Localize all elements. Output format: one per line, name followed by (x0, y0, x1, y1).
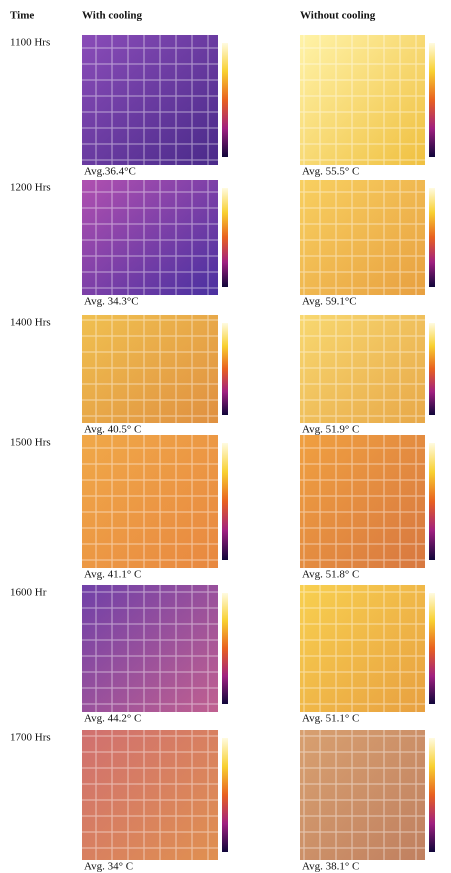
colorbar-box (218, 35, 240, 165)
colorbar (222, 738, 228, 852)
colorbar-box (425, 585, 447, 712)
header-with: With cooling (82, 10, 143, 22)
panel-cells (300, 585, 425, 712)
panel-cells (300, 35, 425, 165)
panel-cells (300, 730, 425, 860)
panel-cells (82, 315, 218, 423)
time-label: 1400 Hrs (10, 317, 51, 329)
colorbar (222, 593, 228, 704)
panel-cells (82, 730, 218, 860)
panel-cells (82, 435, 218, 568)
panel-cells (82, 35, 218, 165)
colorbar-box (218, 435, 240, 568)
colorbar-box (425, 435, 447, 568)
header-time: Time (10, 10, 34, 22)
panel-cells (300, 180, 425, 295)
colorbar-box (218, 585, 240, 712)
colorbar-box (425, 730, 447, 860)
avg-label: Avg. 55.5° C (302, 166, 359, 178)
colorbar (222, 443, 228, 560)
colorbar-box (218, 730, 240, 860)
avg-label: Avg.36.4°C (84, 166, 136, 178)
avg-label: Avg. 51.9° C (302, 424, 359, 436)
colorbar-box (425, 315, 447, 423)
colorbar (222, 323, 228, 415)
time-label: 1200 Hrs (10, 182, 51, 194)
avg-label: Avg. 34.3°C (84, 296, 139, 308)
colorbar-box (218, 315, 240, 423)
colorbar (222, 43, 228, 157)
colorbar (429, 593, 435, 704)
avg-label: Avg. 51.1° C (302, 713, 359, 725)
colorbar-box (218, 180, 240, 295)
avg-label: Avg. 40.5° C (84, 424, 141, 436)
colorbar-box (425, 35, 447, 165)
colorbar (429, 188, 435, 287)
time-label: 1700 Hrs (10, 732, 51, 744)
panel-cells (300, 435, 425, 568)
panel-cells (82, 180, 218, 295)
avg-label: Avg. 41.1° C (84, 569, 141, 581)
time-label: 1500 Hrs (10, 437, 51, 449)
avg-label: Avg. 38.1° C (302, 861, 359, 873)
avg-label: Avg. 51.8° C (302, 569, 359, 581)
panel-cells (300, 315, 425, 423)
colorbar (429, 738, 435, 852)
colorbar-box (425, 180, 447, 295)
panel-cells (82, 585, 218, 712)
colorbar (429, 443, 435, 560)
colorbar (429, 43, 435, 157)
colorbar (429, 323, 435, 415)
avg-label: Avg. 59.1°C (302, 296, 357, 308)
avg-label: Avg. 34° C (84, 861, 133, 873)
header-without: Without cooling (300, 10, 376, 22)
time-label: 1600 Hr (10, 587, 47, 599)
colorbar (222, 188, 228, 287)
avg-label: Avg. 44.2° C (84, 713, 141, 725)
time-label: 1100 Hrs (10, 37, 50, 49)
